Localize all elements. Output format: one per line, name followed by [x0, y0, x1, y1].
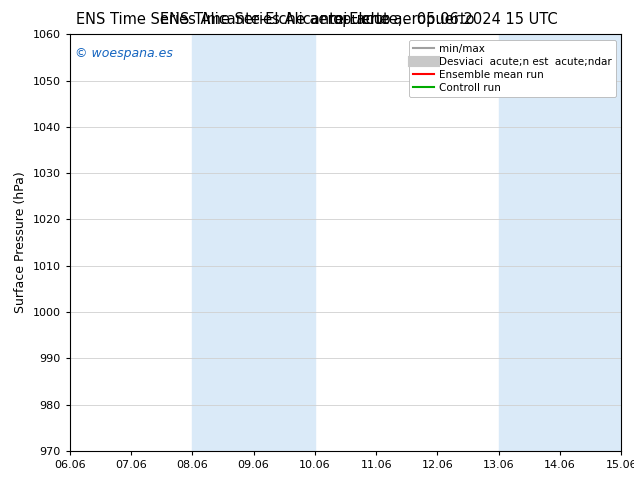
Text: ENS Time Series Alicante-Elche aeropuerto: ENS Time Series Alicante-Elche aeropuert… — [160, 12, 474, 27]
Bar — [192, 34, 315, 451]
Text: mi  acute;.  05.06.2024 15 UTC: mi acute;. 05.06.2024 15 UTC — [329, 12, 558, 27]
Text: ENS Time Series Alicante-Elche aeropuerto: ENS Time Series Alicante-Elche aeropuert… — [76, 12, 391, 27]
Y-axis label: Surface Pressure (hPa): Surface Pressure (hPa) — [14, 172, 27, 314]
Legend: min/max, Desviaci  acute;n est  acute;ndar, Ensemble mean run, Controll run: min/max, Desviaci acute;n est acute;ndar… — [409, 40, 616, 97]
Bar — [499, 34, 621, 451]
Text: © woespana.es: © woespana.es — [75, 47, 173, 60]
